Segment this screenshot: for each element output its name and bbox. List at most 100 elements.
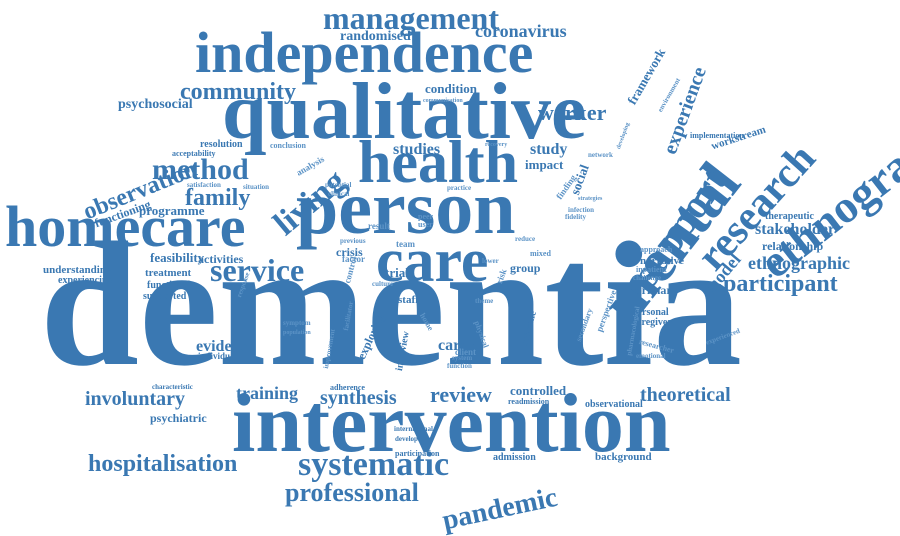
word-previous: previous [340,237,366,245]
word-inpatient: inpatient [636,265,667,274]
word-potential: potential [325,181,352,189]
word-strategies: strategies [578,196,603,202]
word-background: background [595,451,652,463]
word-emotional: emotional [636,352,666,360]
word-peer: peer [418,212,434,221]
word-admission: admission [493,452,536,463]
word-synthesis: synthesis [320,387,397,409]
word-therapeutic: therapeutic [765,211,814,222]
word-implementation: implementation [690,131,744,140]
word-satisfaction: satisfaction [187,181,221,189]
word-participant: participant [723,271,838,297]
word-systematic: systematic [298,446,450,483]
word-network: network [588,151,613,159]
word-developing: developing [616,121,632,151]
word-infection: infection [568,206,595,214]
word-communication: communication [423,98,463,104]
word-study: study [530,141,568,158]
word-hospitalisation: hospitalisation [88,451,238,477]
word-studies: studies [393,141,441,158]
word-culture: culture [372,280,394,288]
word-ethnographic: ethnographic [748,253,851,273]
word-cloud: dementia intervention person qualitative… [5,0,900,536]
word-approach: approach [640,245,673,254]
word-functional: functional [147,280,191,291]
word-challenge: challenge [633,274,661,282]
word-management: management [323,0,499,36]
word-condition: condition [425,81,478,96]
word-crisis: crisis [336,245,363,259]
word-stakeholder: stakeholder [755,221,835,238]
word-health: health [358,129,519,195]
word-result: result [368,221,390,231]
word-relationship: relationship [762,239,824,253]
word-factor: factor [342,254,365,264]
word-team: team [396,239,415,249]
word-system: system [452,354,473,362]
word-person: person [296,166,516,250]
word-participation: participation [395,449,440,458]
word-intervention: intervention [232,377,671,470]
word-readmission: readmission [508,397,550,406]
word-care: care [376,227,489,295]
word-homecare: homecare [5,194,246,259]
word-understanding: understanding [43,264,112,276]
word-acceptability: acceptability [172,149,216,158]
word-pandemic: pandemic [439,481,561,536]
word-practice: practice [447,184,472,192]
word-situation: situation [243,183,270,191]
word-user: user [418,220,433,229]
word-evidence: evidence [196,338,255,355]
word-theoretical: theoretical [640,384,731,406]
word-staff: staff [398,294,419,306]
word-development: development [395,435,434,443]
word-reduce: reduce [515,235,536,243]
word-recovery: recovery [485,142,508,148]
word-independence: independence [195,20,534,85]
word-primary: primary [635,283,678,297]
word-randomised: randomised [340,29,411,44]
word-lower: lower [482,257,499,265]
word-coronavirus: coronavirus [475,21,567,41]
word-review: review [430,382,492,407]
word-trial: trial [385,265,409,280]
word-psychosocial: psychosocial [118,97,193,112]
word-client: client [455,347,476,357]
word-framework: framework [624,45,669,107]
word-supported: supported [143,291,187,302]
word-dementia: dementia [40,205,743,403]
word-service: service [210,252,305,288]
word-symptom: symptom [283,319,311,327]
word-theme: theme [475,297,494,305]
word-method: method [152,153,249,186]
word-adherence: adherence [330,383,365,392]
word-mixed: mixed [530,249,551,258]
word-experience: experience [659,64,711,158]
word-community: community [180,79,296,105]
word-observational: observational [585,399,643,410]
word-resolution: resolution [200,139,243,150]
word-worker: worker [538,100,607,125]
word-carer: carer [438,337,475,354]
word-experiencing: experiencing [58,275,113,286]
word-population: population [283,330,311,336]
word-fidelity: fidelity [565,213,586,221]
word-controlled: controlled [510,383,567,398]
word-impact: impact [525,157,564,172]
word-psychiatric: psychiatric [150,411,207,425]
word-conclusion: conclusion [270,141,307,150]
word-family: family [185,185,251,211]
word-training: training [236,383,299,403]
word-feasibility: feasibility [150,250,205,265]
word-involuntary: involuntary [85,388,186,410]
word-treatment: treatment [145,267,192,279]
word-professional: professional [285,478,419,507]
word-clinical: clinical [328,190,350,198]
word-individual: individual [198,351,238,361]
word-personal: personal [632,307,669,318]
word-characteristic: characteristic [152,383,193,391]
word-qualitative: qualitative [222,68,587,156]
word-caregiver: caregiver [632,317,672,328]
word-narrative: narrative [640,255,684,267]
word-group: group [510,261,541,275]
